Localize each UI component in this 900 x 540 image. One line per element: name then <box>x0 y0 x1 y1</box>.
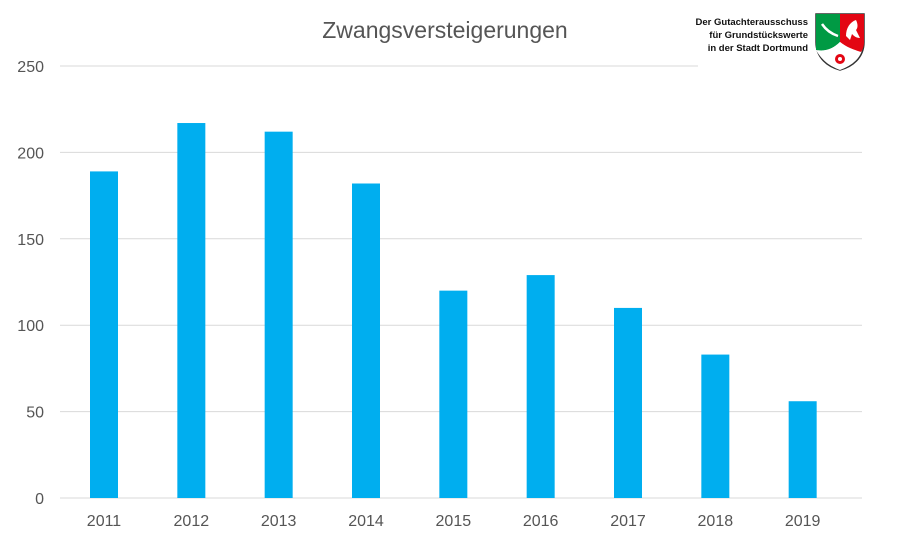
y-tick-label: 150 <box>17 232 44 249</box>
logo-line-3: in der Stadt Dortmund <box>707 43 808 54</box>
x-tick-label: 2011 <box>87 513 122 530</box>
x-tick-label: 2014 <box>348 513 384 530</box>
logo: Der Gutachterausschuss für Grundstückswe… <box>688 8 878 78</box>
bar <box>526 275 555 498</box>
bar <box>614 307 642 498</box>
y-tick-label: 50 <box>26 405 44 422</box>
logo-line-1: Der Gutachterausschuss <box>695 17 808 28</box>
y-tick-label: 200 <box>17 145 44 162</box>
x-tick-label: 2018 <box>698 513 734 530</box>
bar <box>701 354 730 498</box>
y-tick-label: 250 <box>17 59 44 76</box>
x-tick-label: 2013 <box>261 513 297 530</box>
bar <box>352 183 380 498</box>
x-tick-label: 2019 <box>785 513 821 530</box>
x-axis-ticks: 2011 2012 2013 2014 2015 2016 2017 2018 2019 <box>87 513 821 530</box>
bar <box>439 290 468 498</box>
y-axis-ticks: 0 50 100 150 200 250 <box>17 59 44 508</box>
bar <box>788 401 817 498</box>
bar <box>90 171 118 498</box>
bar <box>264 131 293 498</box>
x-tick-label: 2015 <box>436 513 472 530</box>
nrw-coat-of-arms-icon <box>815 13 865 71</box>
chart-title: Zwangsversteigerungen <box>322 17 567 43</box>
bars <box>90 123 817 499</box>
y-tick-label: 0 <box>35 491 44 508</box>
x-tick-label: 2012 <box>174 513 210 530</box>
y-tick-label: 100 <box>17 318 44 335</box>
logo-line-2: für Grundstückswerte <box>709 30 808 41</box>
bar <box>177 123 206 499</box>
logo-text: Der Gutachterausschuss für Grundstückswe… <box>688 16 808 55</box>
x-tick-label: 2016 <box>523 513 559 530</box>
x-tick-label: 2017 <box>610 513 646 530</box>
